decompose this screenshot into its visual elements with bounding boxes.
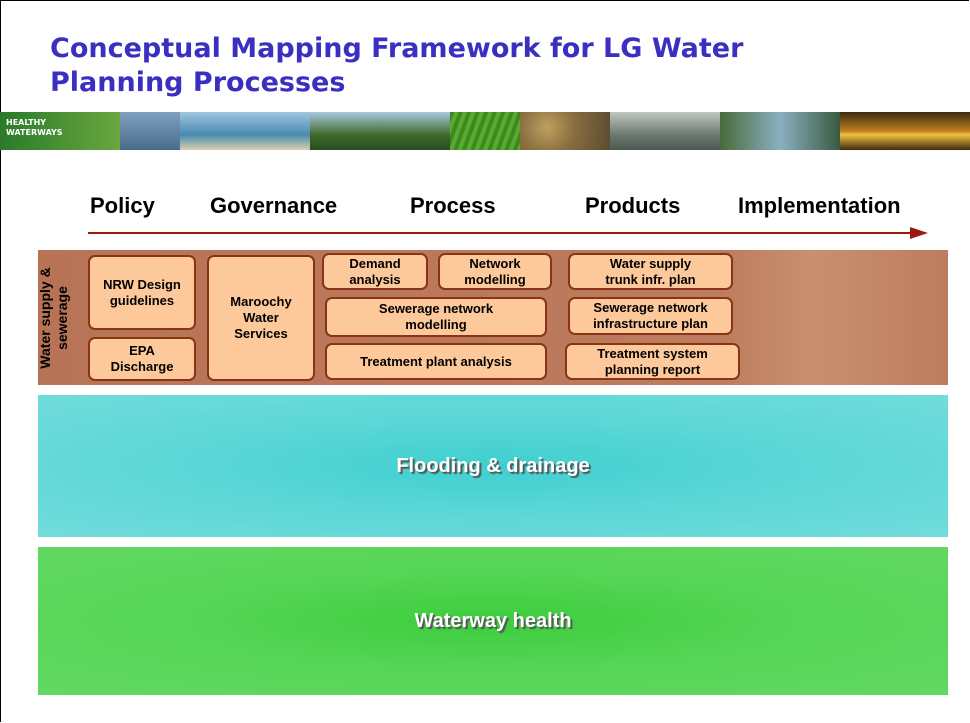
box: EPA Discharge	[88, 337, 196, 381]
row-label: Water supply & sewerage	[37, 267, 70, 369]
box: Sewerage network modelling	[325, 297, 547, 337]
box: Treatment plant analysis	[325, 343, 547, 380]
banner	[0, 112, 970, 150]
stage: Governance	[210, 193, 338, 218]
row-flooding: Flooding & drainage	[38, 395, 948, 537]
box: Water supply trunk infr. plan	[568, 253, 733, 290]
box: Network modelling	[438, 253, 552, 290]
row-waterway: Waterway health	[38, 547, 948, 695]
logo-line: WATERWAYS	[6, 128, 63, 137]
stage: Process	[410, 193, 496, 218]
stage: Policy	[90, 193, 155, 218]
arrow	[88, 227, 928, 239]
stage: Implementation	[738, 193, 901, 218]
box: Treatment system planning report	[565, 343, 740, 380]
box: Maroochy Water Services	[207, 255, 315, 381]
box: NRW Design guidelines	[88, 255, 196, 330]
title: Conceptual Mapping Framework for LG Wate…	[50, 33, 744, 98]
box: Sewerage network infrastructure plan	[568, 297, 733, 335]
logo-line: HEALTHY	[6, 118, 47, 127]
stage: Products	[585, 193, 681, 218]
box: Demand analysis	[322, 253, 428, 290]
logo: HEALTHY WATERWAYS	[6, 118, 63, 138]
